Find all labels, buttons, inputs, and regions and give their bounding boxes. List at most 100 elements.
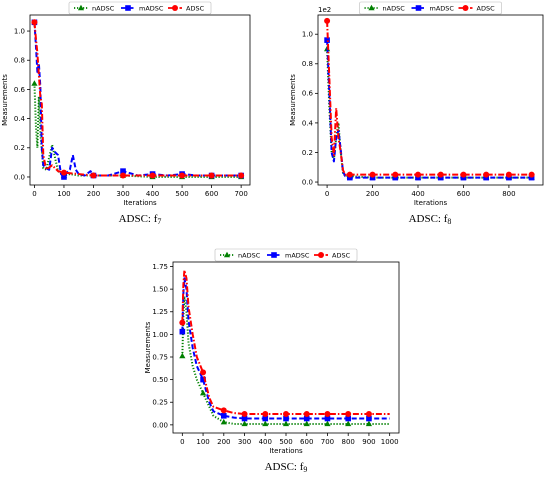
data-point-adsc <box>324 411 331 417</box>
y-axis-label: Measurements <box>144 321 152 373</box>
data-point-madsc <box>262 415 269 422</box>
data-point-madsc <box>366 415 372 422</box>
legend: nADSC mADSC ADSC <box>214 248 358 262</box>
caption-subscript: 8 <box>447 217 451 226</box>
data-point-nadsc <box>179 352 186 359</box>
x-tick-label: 200 <box>217 438 230 446</box>
data-point-adsc <box>238 172 245 179</box>
y-tick-label: 1.00 <box>152 331 168 339</box>
x-tick-label: 0 <box>180 438 184 446</box>
legend-label: ADSC <box>186 4 205 12</box>
y-tick-label: 1.75 <box>152 263 168 271</box>
data-point-adsc <box>437 171 444 178</box>
y-tick-label: 1.0 <box>14 27 25 35</box>
series-line-adsc <box>181 269 390 415</box>
data-point-madsc <box>220 413 227 419</box>
x-tick-label: 400 <box>411 190 424 198</box>
legend-label: nADSC <box>92 4 115 12</box>
y-tick-label: 0.0 <box>14 173 25 181</box>
y-tick-label: 0.75 <box>152 353 168 361</box>
data-point-adsc <box>392 171 399 178</box>
data-point-adsc <box>262 411 269 417</box>
chart-caption: ADSC: f7 <box>119 213 162 226</box>
data-point-adsc <box>90 172 97 179</box>
data-point-nadsc <box>220 418 227 425</box>
legend-swatch-marker <box>318 252 324 258</box>
x-tick-label: 100 <box>57 190 70 198</box>
legend-swatch-marker <box>172 5 178 11</box>
y-tick-label: 1.50 <box>152 286 168 294</box>
chart-caption: ADSC: f9 <box>265 461 308 474</box>
series-line-nadsc <box>326 48 532 179</box>
x-tick-label: 900 <box>362 438 375 446</box>
y-tick-label: 0.6 <box>14 86 26 94</box>
data-point-nadsc <box>303 420 310 427</box>
data-point-adsc <box>346 171 353 178</box>
data-point-nadsc <box>282 420 290 427</box>
y-tick-label: 0.4 <box>302 119 314 127</box>
data-point-adsc <box>460 171 467 178</box>
data-point-adsc <box>200 369 207 376</box>
legend-box <box>359 1 502 15</box>
x-tick-label: 600 <box>457 190 470 198</box>
x-axis-label: Iterations <box>269 447 303 455</box>
legend: nADSC mADSC ADSC <box>68 1 212 15</box>
y-tick-label: 0.8 <box>302 60 313 68</box>
x-tick-label: 1000 <box>381 438 399 446</box>
x-tick-label: 400 <box>259 438 272 446</box>
y-tick-label: 0.2 <box>14 144 25 152</box>
x-tick-label: 100 <box>196 438 209 446</box>
x-tick-label: 400 <box>146 190 159 198</box>
legend-swatch-marker <box>77 4 85 11</box>
y-tick-label: 0.8 <box>14 57 25 65</box>
x-tick-label: 500 <box>279 438 292 446</box>
y-tick-label: 0.25 <box>152 399 168 407</box>
legend-label: ADSC <box>332 251 351 259</box>
data-point-adsc <box>365 411 372 417</box>
x-tick-label: 600 <box>205 190 218 198</box>
data-point-madsc <box>324 415 331 422</box>
y-tick-label: 0.2 <box>302 149 313 157</box>
legend-label: mADSC <box>285 251 310 259</box>
legend-label: nADSC <box>238 251 261 259</box>
data-point-adsc <box>60 169 67 176</box>
chart-f9: 0 100 200 300 400 500 600 700 800 900 1000 0.00 0.25… <box>144 248 400 474</box>
data-point-madsc <box>241 415 248 422</box>
data-point-madsc <box>61 174 67 180</box>
data-point-adsc <box>324 17 331 24</box>
series-group <box>179 269 390 427</box>
x-tick-label: 0 <box>325 190 329 198</box>
plot-frame <box>317 14 544 186</box>
data-point-nadsc <box>365 420 373 427</box>
caption-subscript: 9 <box>303 465 307 474</box>
y-axis-label: Measurements <box>1 74 9 126</box>
y-exponent-label: 1e2 <box>318 6 331 14</box>
data-point-nadsc <box>324 420 331 427</box>
data-point-madsc <box>345 415 352 422</box>
data-point-nadsc <box>241 420 248 427</box>
series-line-madsc <box>33 22 242 178</box>
legend-swatch-marker <box>368 4 375 11</box>
x-tick-label: 300 <box>238 438 251 446</box>
data-point-adsc <box>345 411 352 417</box>
x-tick-label: 700 <box>321 438 334 446</box>
caption-subscript: 7 <box>157 217 161 226</box>
legend-label: mADSC <box>139 4 164 12</box>
data-point-adsc <box>179 172 186 179</box>
data-point-adsc <box>31 19 38 26</box>
data-point-adsc <box>208 172 215 179</box>
y-tick-label: 0.6 <box>302 90 314 98</box>
x-tick-label: 800 <box>342 438 355 446</box>
data-point-nadsc <box>262 420 269 427</box>
x-tick-label: 700 <box>234 190 247 198</box>
x-axis-label: Iterations <box>123 199 157 207</box>
legend-swatch-marker <box>125 5 131 11</box>
x-tick-label: 300 <box>116 190 129 198</box>
legend-label: ADSC <box>477 4 496 12</box>
series-line-adsc <box>33 22 242 177</box>
y-tick-label: 0.00 <box>152 421 168 429</box>
legend-swatch-marker <box>271 252 277 258</box>
series-line-madsc <box>181 277 390 420</box>
legend-label: mADSC <box>430 4 455 12</box>
y-tick-label: 0.4 <box>14 115 26 123</box>
